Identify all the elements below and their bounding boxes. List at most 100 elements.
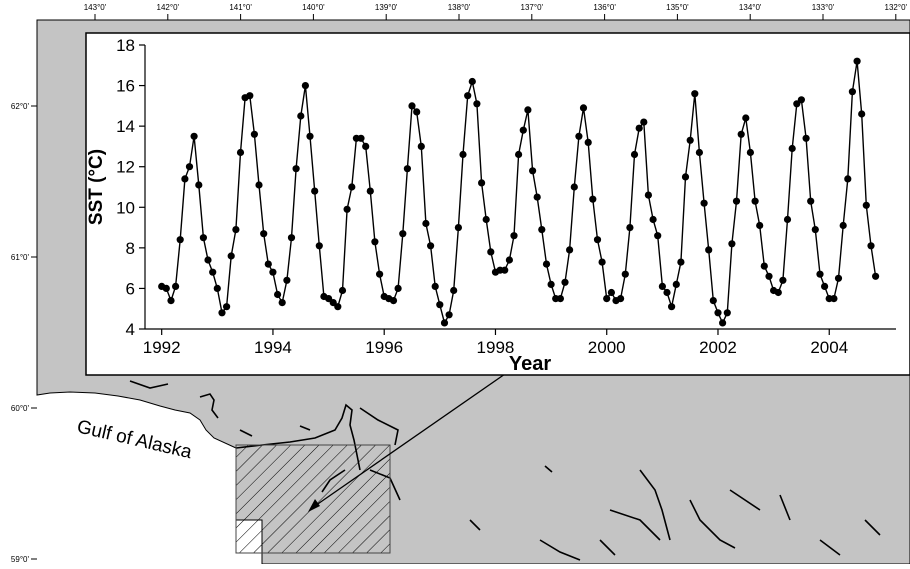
sst-point [315,242,323,250]
map-top-tick-label: 134°0' [739,3,762,12]
sst-point [593,236,602,244]
sst-point [728,240,736,248]
sst-point [172,282,180,290]
sst-point [760,262,768,270]
sst-point [213,284,221,292]
sst-point [431,282,439,290]
sst-series [158,57,880,327]
y-tick-label: 14 [116,117,135,136]
sst-point [783,215,792,224]
sst-point [672,280,680,288]
x-tick-label: 1992 [143,338,181,357]
sst-point [519,126,527,134]
sst-point [640,118,648,126]
sst-point [858,110,866,118]
sst-point [227,252,235,260]
y-tick-label: 4 [126,320,135,339]
map-top-tick-label: 140°0' [302,3,325,12]
sst-point [807,197,815,205]
sst-point [751,197,759,205]
sst-point [561,278,569,286]
sst-point [422,219,430,228]
y-tick-label: 8 [126,239,135,258]
sst-point [167,297,175,305]
sst-point [246,92,254,100]
sst-point [260,230,268,238]
sst-point [830,295,838,303]
sst-point [575,132,583,140]
sst-point [510,232,518,240]
map-left-tick-label: 60°0' [11,404,30,413]
x-tick-label: 2002 [699,338,737,357]
sst-point [844,175,852,183]
coastline-details [129,380,881,561]
sst-point [538,226,546,234]
sst-point [709,297,717,305]
inset-arrow-line [311,373,506,509]
sst-point [742,114,750,122]
sst-point [630,150,639,159]
map-left-tick-label: 61°0' [11,253,30,262]
x-tick-label: 1998 [477,338,515,357]
map-top-tick-label: 143°0' [84,3,107,12]
x-axis-label: Year [509,353,551,375]
sst-point [774,288,782,297]
sst-point [292,165,300,173]
sst-point [232,226,240,234]
sst-point [348,183,356,191]
sst-point [681,173,690,181]
sst-point [487,248,495,256]
sst-point [686,136,694,144]
sst-point [834,274,843,282]
sst-point [329,299,337,307]
sst-point [366,187,374,195]
sst-point [454,224,462,232]
sst-point [255,181,263,189]
sst-point [797,96,806,104]
sst-point [338,286,347,295]
sst-point [297,112,305,120]
sst-point [556,295,565,303]
sst-point [719,319,727,327]
sst-point [223,303,231,311]
sst-point [848,88,857,96]
map-top-tick-label: 136°0' [593,3,616,12]
study-area-hatched [235,444,391,554]
sst-point [501,266,509,274]
sst-point [176,236,184,244]
sst-point [301,82,309,90]
sst-point [654,232,662,240]
y-tick-label: 16 [116,77,135,96]
sst-point [334,303,342,311]
sst-point [376,270,384,278]
sst-point [529,167,537,175]
sst-point [867,242,875,250]
sst-point [283,276,291,284]
sst-point [723,309,731,317]
sst-point [668,303,676,311]
sst-point [644,191,653,199]
sst-point [533,193,541,201]
sst-point [788,144,796,153]
sst-point [473,100,481,108]
y-axis-label: SST (°C) [86,149,107,225]
sst-point [603,295,611,303]
y-tick-label: 12 [116,158,135,177]
map-left-tick-label: 59°0' [11,555,30,564]
y-tick-label: 18 [116,36,135,55]
sst-point [695,148,704,157]
y-tick-label: 6 [126,279,135,298]
sst-point [209,268,217,276]
sst-point [617,295,625,303]
sst-point [607,288,616,297]
sst-point [362,142,370,150]
map-top-tick-label: 138°0' [448,3,471,12]
sst-point [621,270,629,278]
sst-point [190,132,198,140]
sst-point [705,246,713,254]
sst-point [765,272,773,280]
y-axis-ticks: 4 6 8 10 12 14 16 18 [116,36,145,339]
sst-point [264,260,272,268]
